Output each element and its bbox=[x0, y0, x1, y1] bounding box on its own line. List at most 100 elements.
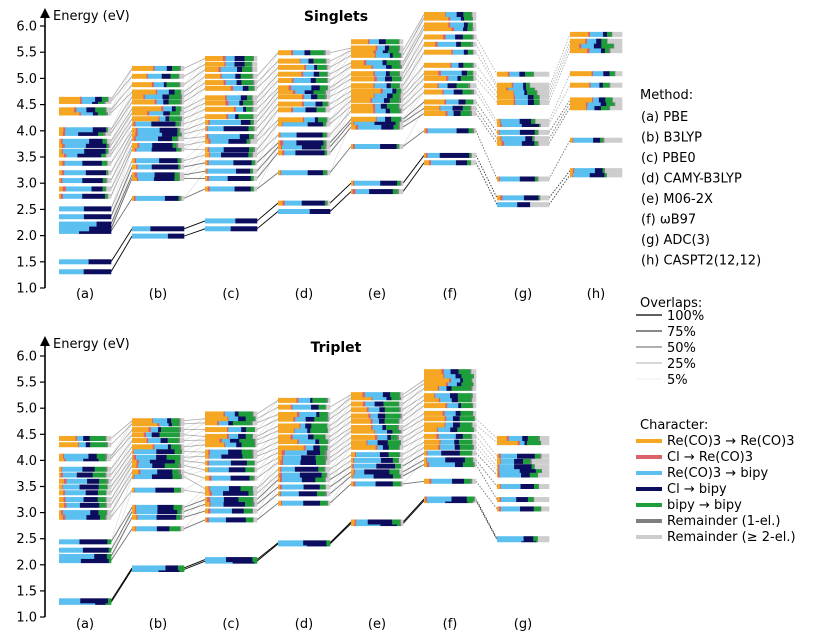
state-bar-segment bbox=[328, 416, 331, 422]
state-bar-segment bbox=[362, 392, 366, 398]
state-bar-segment bbox=[278, 455, 283, 461]
state-bar-segment bbox=[254, 427, 256, 433]
overlap-line bbox=[329, 471, 352, 488]
overlap-line bbox=[402, 399, 425, 428]
overlap-line bbox=[402, 424, 425, 438]
state-bar-segment bbox=[472, 457, 474, 463]
state-bar-segment bbox=[63, 510, 91, 516]
state-bar-segment bbox=[76, 472, 93, 478]
state-bar-segment bbox=[135, 131, 139, 137]
state-bar bbox=[497, 118, 550, 124]
state-bar-segment bbox=[223, 411, 226, 417]
state-bar-segment bbox=[497, 94, 514, 100]
state-bar bbox=[59, 502, 112, 508]
state-bar-segment bbox=[400, 76, 402, 82]
state-bar-segment bbox=[497, 458, 501, 464]
state-bar-segment bbox=[254, 501, 258, 507]
state-bar-segment bbox=[472, 377, 477, 383]
state-bar bbox=[278, 89, 331, 94]
y-tick-label: 2.0 bbox=[16, 558, 37, 573]
state-bar-segment bbox=[251, 152, 254, 158]
state-bar bbox=[424, 496, 477, 502]
overlap-line bbox=[110, 145, 133, 190]
overlap-line bbox=[110, 84, 133, 111]
overlap-line bbox=[110, 76, 133, 102]
state-bar-segment bbox=[524, 90, 528, 96]
overlap-line bbox=[183, 116, 206, 135]
state-bar bbox=[497, 176, 550, 182]
state-bar-segment bbox=[251, 66, 253, 72]
state-bar bbox=[497, 85, 550, 91]
state-bar-segment bbox=[291, 85, 312, 91]
state-bar-segment bbox=[400, 180, 402, 186]
state-bar-segment bbox=[570, 168, 574, 174]
state-bar-segment bbox=[424, 160, 430, 166]
state-bar-segment bbox=[182, 116, 185, 122]
state-bar-segment bbox=[322, 101, 328, 107]
state-bar-segment bbox=[136, 175, 139, 181]
overlaps-legend-header: Overlaps: bbox=[640, 296, 702, 311]
state-bar bbox=[205, 119, 258, 125]
state-bar-segment bbox=[539, 94, 550, 100]
state-bar-segment bbox=[472, 70, 474, 76]
y-tick-label: 1.0 bbox=[16, 611, 37, 626]
state-bar-segment bbox=[400, 88, 402, 94]
state-bar-segment bbox=[401, 88, 404, 94]
state-bar-segment bbox=[536, 90, 538, 96]
state-bar-segment bbox=[354, 119, 375, 125]
state-bar-segment bbox=[209, 490, 213, 496]
state-bar-segment bbox=[426, 462, 430, 468]
state-bar-segment bbox=[294, 466, 319, 472]
overlap-line bbox=[110, 423, 133, 446]
state-bar-segment bbox=[222, 55, 226, 61]
character-legend-swatch bbox=[636, 455, 662, 459]
state-bar-segment bbox=[399, 444, 404, 450]
state-bar-segment bbox=[280, 459, 284, 465]
overlap-line bbox=[183, 418, 206, 430]
state-bar-segment bbox=[309, 208, 331, 214]
state-bar-segment bbox=[399, 119, 404, 125]
state-bar-segment bbox=[244, 61, 252, 67]
state-bar-segment bbox=[251, 73, 254, 79]
state-bar-segment bbox=[253, 73, 258, 79]
state-bar-segment bbox=[224, 442, 226, 448]
state-bar-segment bbox=[205, 106, 235, 112]
state-bar-segment bbox=[156, 454, 167, 460]
state-bar bbox=[351, 428, 404, 434]
overlap-line bbox=[475, 44, 498, 86]
overlap-line bbox=[256, 430, 279, 441]
state-bar-segment bbox=[228, 467, 246, 473]
state-column bbox=[278, 50, 331, 214]
overlap-line bbox=[329, 415, 352, 442]
method-legend: (a) PBE(b) B3LYP(c) PBE0(d) CAMY-B3LYP(e… bbox=[641, 110, 761, 269]
state-bar-segment bbox=[242, 85, 249, 91]
state-bar-segment bbox=[370, 418, 373, 424]
state-bar-segment bbox=[573, 172, 591, 178]
state-bar-segment bbox=[180, 526, 185, 532]
state-bar-segment bbox=[278, 434, 291, 440]
state-bar-segment bbox=[572, 172, 574, 178]
state-bar-segment bbox=[371, 395, 373, 401]
state-bar-segment bbox=[88, 453, 98, 459]
overlap-line bbox=[110, 476, 133, 542]
state-bar-segment bbox=[136, 458, 140, 464]
state-bar-segment bbox=[431, 160, 457, 166]
state-bar-segment bbox=[378, 39, 386, 45]
state-bar-segment bbox=[102, 178, 106, 184]
state-bar-segment bbox=[375, 481, 394, 487]
state-bar-segment bbox=[322, 132, 327, 138]
state-bar-segment bbox=[278, 50, 292, 56]
state-bar-segment bbox=[108, 110, 112, 116]
state-bar-segment bbox=[105, 435, 107, 441]
state-bar-segment bbox=[327, 397, 331, 403]
state-bar bbox=[351, 48, 404, 54]
state-bar-segment bbox=[400, 45, 404, 51]
overlap-line bbox=[183, 228, 206, 237]
state-bar bbox=[424, 373, 477, 379]
state-bar-segment bbox=[326, 200, 329, 206]
overlap-line bbox=[256, 414, 279, 424]
overlap-line bbox=[475, 78, 498, 103]
overlap-line bbox=[110, 457, 133, 488]
y-tick-label: 2.5 bbox=[16, 532, 37, 547]
state-bar-segment bbox=[157, 89, 170, 95]
